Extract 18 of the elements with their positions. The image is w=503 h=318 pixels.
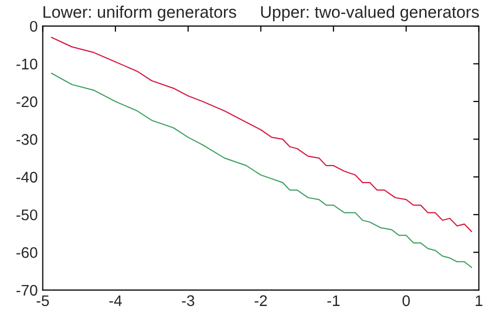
chart-title: Lower: uniform generators Upper: two-valued generators xyxy=(44,6,479,22)
line-series xyxy=(50,72,472,268)
y-tick-label: -50 xyxy=(16,209,38,220)
x-tick-label: 1 xyxy=(476,295,482,306)
x-tick-label: -3 xyxy=(182,295,194,306)
y-tick-label: -60 xyxy=(16,247,38,258)
x-tick-label: -4 xyxy=(109,295,122,306)
x-tick-label: -1 xyxy=(327,295,340,306)
y-tick-label: -10 xyxy=(16,58,38,70)
x-tick-label: 0 xyxy=(402,295,410,306)
y-tick-label: -40 xyxy=(16,172,38,183)
y-tick-label: -30 xyxy=(16,134,38,145)
y-tick-label: -20 xyxy=(16,96,38,108)
y-tick-label: -70 xyxy=(16,284,38,296)
line-series xyxy=(50,36,472,232)
y-tick-label: 0 xyxy=(30,20,38,32)
x-tick-label: -2 xyxy=(254,295,267,306)
x-tick-label: -5 xyxy=(36,295,49,306)
